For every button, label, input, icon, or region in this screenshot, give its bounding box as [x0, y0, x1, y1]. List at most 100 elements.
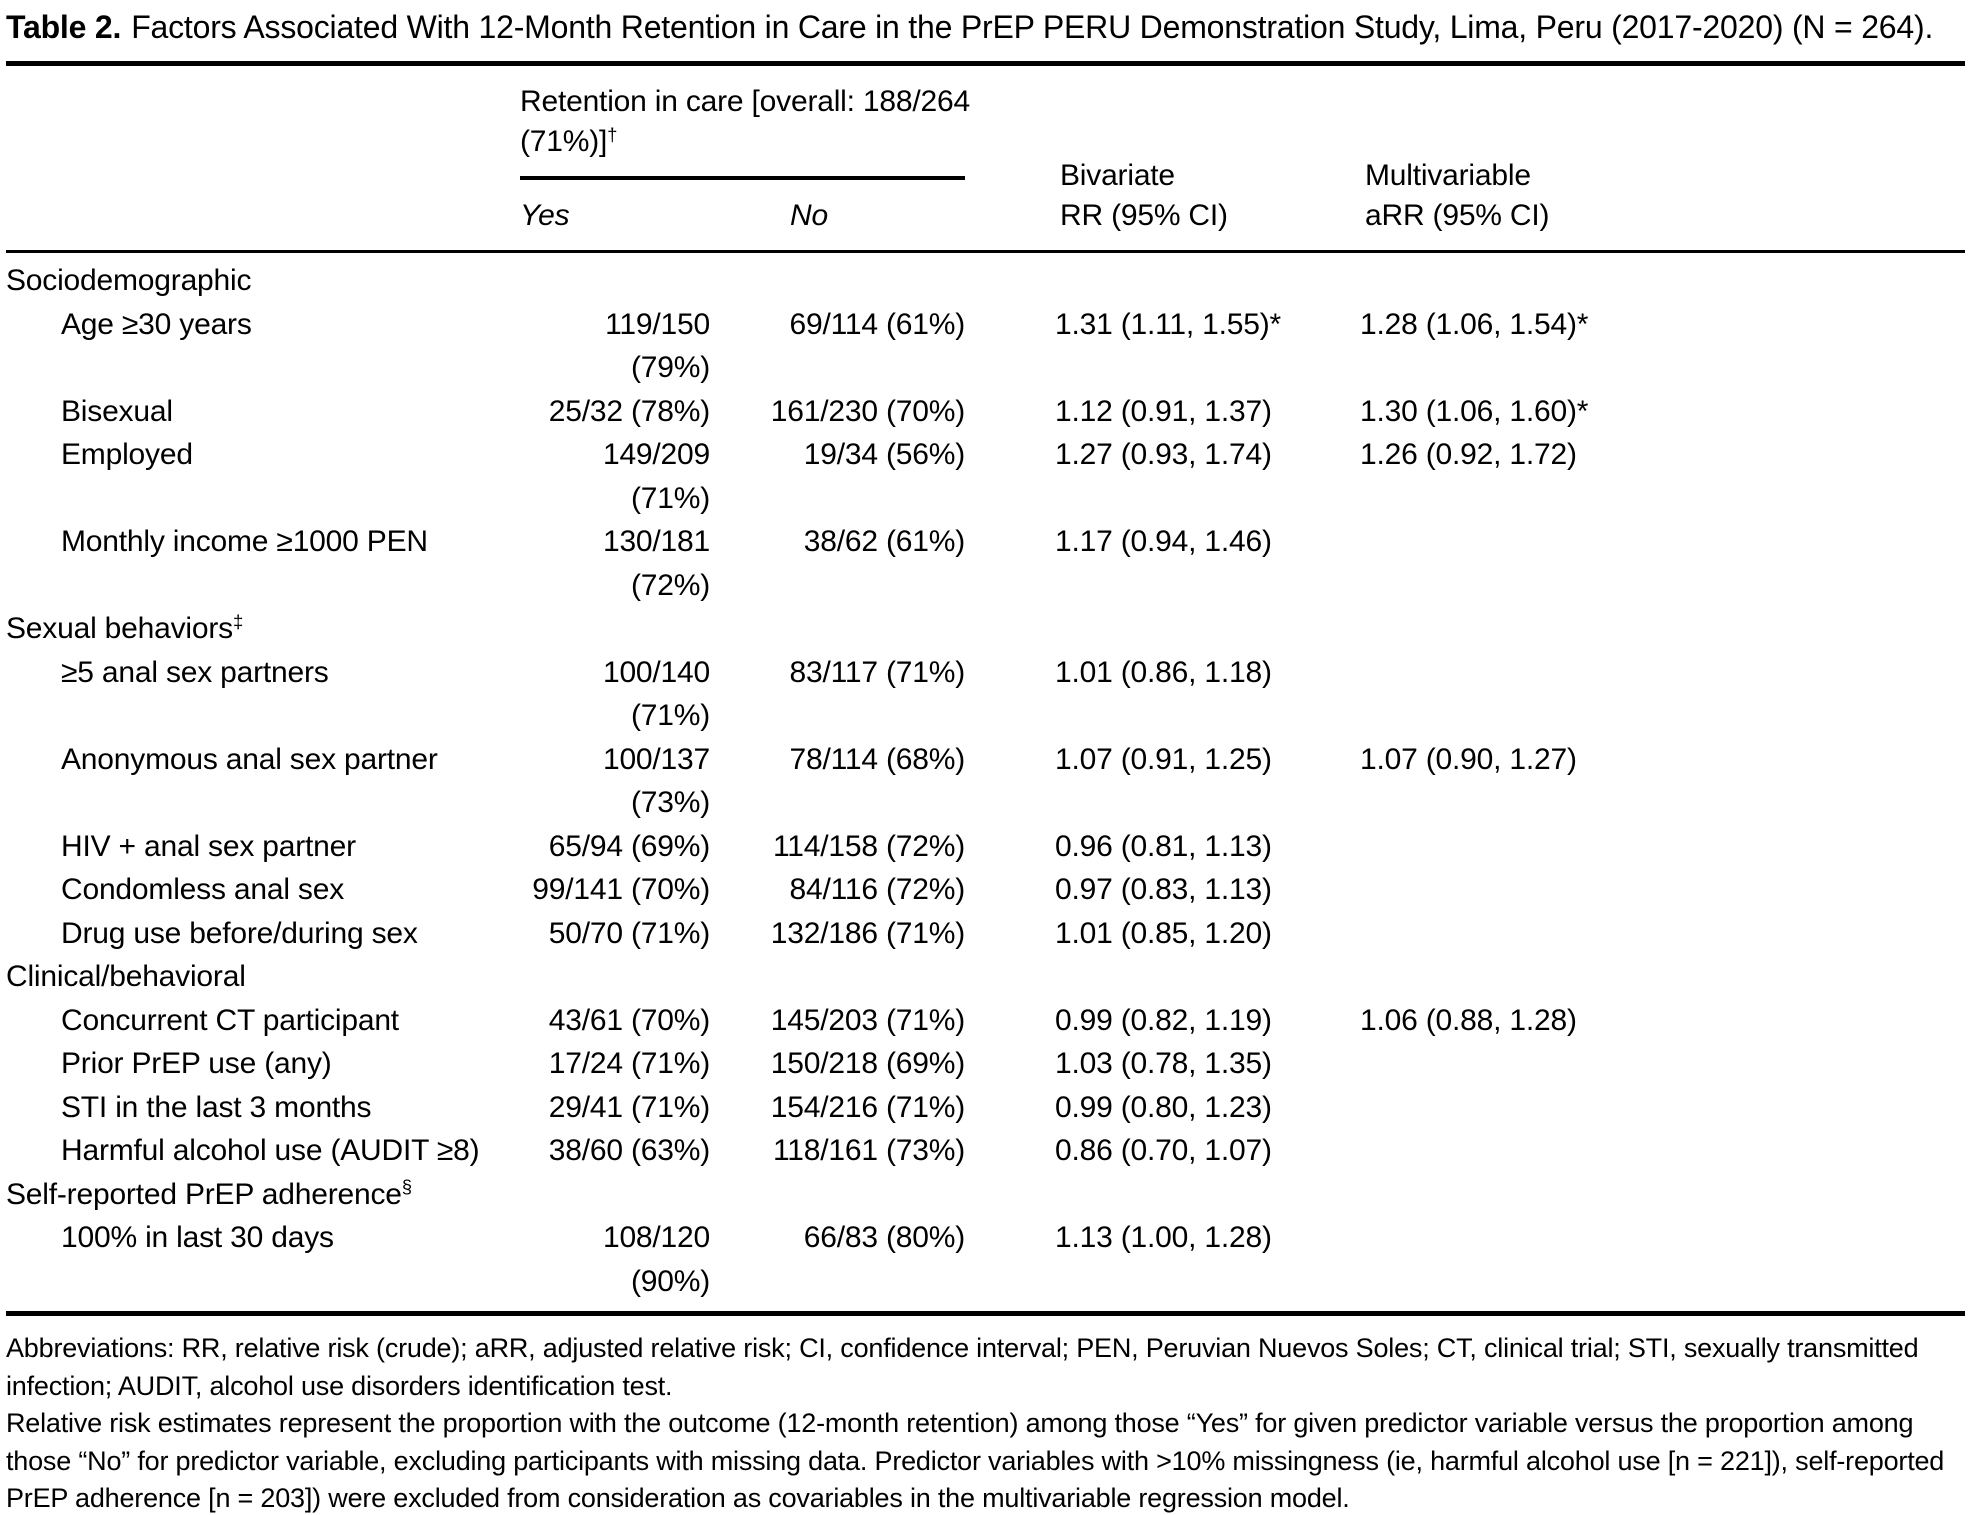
multivariable-arr-value — [1360, 912, 1965, 956]
retention-no-value: 114/158 (72%) — [773, 829, 965, 863]
table-title: Table 2. Factors Associated With 12-Month… — [6, 6, 1965, 48]
retention-yes-value — [520, 259, 710, 303]
retention-no-value: 66/83 (80%) — [803, 1221, 965, 1254]
row-label-text: Clinical/behavioral — [6, 960, 246, 993]
row-label-text: Prior PrEP use (any) — [61, 1047, 332, 1080]
row-label: Concurrent CT participant — [6, 999, 520, 1043]
retention-no-value: 38/62 (61%) — [803, 525, 965, 558]
row-label-text: Self-reported PrEP adherence — [6, 1177, 402, 1211]
retention-no-value — [710, 955, 965, 999]
table-data-row: Condomless anal sex 99/141 (70%) 84/116 (7… — [6, 868, 1965, 912]
table-section-row: Sociodemographic — [6, 259, 1965, 303]
retention-yes-value: 100/137 (73%) — [602, 742, 710, 820]
retention-yes-value: 43/61 (70%) — [548, 1003, 710, 1037]
bivariate-rr-value: 1.27 (0.93, 1.74) — [1055, 438, 1272, 471]
footnote-text: Abbreviations: RR, relative risk (crude)… — [6, 1333, 1919, 1401]
row-label-text: STI in the last 3 months — [61, 1090, 372, 1124]
section-label: Sociodemographic — [6, 259, 520, 303]
multivariable-arr-value — [1360, 868, 1965, 912]
footnote-text: Relative risk estimates represent the pr… — [6, 1408, 1945, 1513]
multivariable-arr-value: 1.30 (1.06, 1.60)* — [1360, 394, 1589, 428]
table-bottom-rule — [6, 1311, 1965, 1316]
row-label-text: Harmful alcohol use (AUDIT ≥8) — [61, 1134, 480, 1167]
bivariate-rr-value: 1.01 (0.86, 1.18) — [1055, 655, 1272, 689]
retention-no-value: 118/161 (73%) — [773, 1134, 965, 1167]
row-label-text: Concurrent CT participant — [61, 1003, 399, 1037]
bivariate-rr-value: 0.99 (0.80, 1.23) — [1055, 1090, 1272, 1124]
row-label-text: Anonymous anal sex partner — [61, 742, 438, 776]
multivariable-arr-value — [1360, 520, 1965, 607]
retention-yes-value — [520, 1173, 710, 1217]
row-label-text: Drug use before/during sex — [61, 916, 418, 950]
bivariate-rr-value: 0.86 (0.70, 1.07) — [1055, 1134, 1272, 1167]
retention-yes-value: 130/181 (72%) — [602, 525, 710, 602]
retention-no-value: 154/216 (71%) — [770, 1090, 965, 1124]
column-header-no: No — [790, 199, 828, 232]
footnotes-block: Abbreviations: RR, relative risk (crude)… — [6, 1316, 1965, 1515]
bivariate-rr-value: 1.03 (0.78, 1.35) — [1055, 1047, 1272, 1080]
retention-no-value: 132/186 (71%) — [770, 916, 965, 950]
table-data-row: ≥5 anal sex partners 100/140 (71%) 83/117 … — [6, 651, 1965, 738]
bivariate-rr-value — [1055, 607, 1360, 651]
retention-no-value: 150/218 (69%) — [770, 1047, 965, 1080]
multivariable-arr-value — [1360, 955, 1965, 999]
table-section-row: Sexual behaviors‡ — [6, 607, 1965, 651]
row-label: ≥5 anal sex partners — [6, 651, 520, 738]
retention-no-value: 84/116 (72%) — [789, 873, 966, 906]
table-section-row: Clinical/behavioral — [6, 955, 1965, 999]
bivariate-rr-value — [1055, 1173, 1360, 1217]
multivariable-arr-value — [1360, 1086, 1965, 1130]
row-label-text: ≥5 anal sex partners — [61, 655, 329, 689]
retention-yes-value: 119/150 (79%) — [605, 307, 710, 385]
table-data-row: Harmful alcohol use (AUDIT ≥8) 38/60 (63%… — [6, 1129, 1965, 1173]
retention-yes-value: 108/120 (90%) — [602, 1221, 710, 1298]
retention-yes-value: 65/94 (69%) — [548, 829, 710, 863]
retention-yes-value: 100/140 (71%) — [602, 655, 710, 733]
retention-no-value: 161/230 (70%) — [770, 394, 965, 428]
multivariable-arr-value: 1.28 (1.06, 1.54)* — [1360, 307, 1589, 341]
retention-yes-value: 50/70 (71%) — [548, 916, 710, 950]
multivariable-arr-value — [1360, 1129, 1965, 1173]
table-data-row: STI in the last 3 months 29/41 (71%) 154/2… — [6, 1086, 1965, 1130]
row-label-text: HIV + anal sex partner — [61, 829, 356, 863]
multivariable-arr-value: 1.07 (0.90, 1.27) — [1360, 742, 1577, 776]
row-label: Employed — [6, 433, 520, 520]
row-label: 100% in last 30 days — [6, 1216, 520, 1303]
column-header-multivariable-line1: Multivariable — [1365, 159, 1531, 192]
row-label: Drug use before/during sex — [6, 912, 520, 956]
retention-no-value: 145/203 (71%) — [770, 1003, 965, 1037]
row-label: HIV + anal sex partner — [6, 825, 520, 869]
row-label-text: Age ≥30 years — [61, 307, 252, 341]
retention-yes-value — [520, 607, 710, 651]
retention-no-value: 69/114 (61%) — [789, 307, 966, 341]
column-header-bivariate-line1: Bivariate — [1060, 159, 1175, 192]
retention-no-value: 19/34 (56%) — [803, 438, 965, 471]
column-header-bivariate-line2: RR (95% CI) — [1060, 199, 1228, 232]
table-body: Sociodemographic Age ≥30 years 119/150 (79… — [6, 253, 1965, 1311]
row-label-text: Bisexual — [61, 394, 173, 428]
retention-yes-value: 29/41 (71%) — [548, 1090, 710, 1124]
multivariable-arr-value: 1.26 (0.92, 1.72) — [1360, 438, 1577, 471]
multivariable-arr-value — [1360, 1173, 1965, 1217]
footnote: Abbreviations: RR, relative risk (crude)… — [6, 1330, 1965, 1405]
table-data-row: Anonymous anal sex partner 100/137 (73%) 7… — [6, 738, 1965, 825]
table-data-row: Age ≥30 years 119/150 (79%) 69/114 (61%) 1.… — [6, 303, 1965, 390]
column-header-multivariable-line2: aRR (95% CI) — [1365, 199, 1550, 232]
section-label: Clinical/behavioral — [6, 955, 520, 999]
column-header-yes: Yes — [520, 199, 570, 232]
row-label-text: Sexual behaviors — [6, 612, 233, 645]
table-top-rule — [6, 61, 1965, 66]
retention-yes-value: 149/209 (71%) — [602, 438, 710, 515]
retention-group-header-dagger: † — [607, 123, 618, 145]
retention-yes-value — [520, 955, 710, 999]
table-data-row: Employed 149/209 (71%) 19/34 (56%) 1.27 (0.… — [6, 433, 1965, 520]
bivariate-rr-value: 1.07 (0.91, 1.25) — [1055, 742, 1272, 776]
table-caption: Factors Associated With 12-Month Retenti… — [131, 9, 1934, 45]
header-bottom-rule — [6, 250, 1965, 253]
row-label-text: Condomless anal sex — [61, 873, 345, 906]
row-label-text: Sociodemographic — [6, 264, 252, 297]
yes-no-subheader-row: Yes No — [520, 180, 970, 236]
row-label-footnote-marker: § — [401, 1176, 412, 1198]
retention-no-value — [710, 607, 965, 651]
table-header-row: Retention in care [overall: 188/264 (71%… — [6, 66, 1965, 250]
